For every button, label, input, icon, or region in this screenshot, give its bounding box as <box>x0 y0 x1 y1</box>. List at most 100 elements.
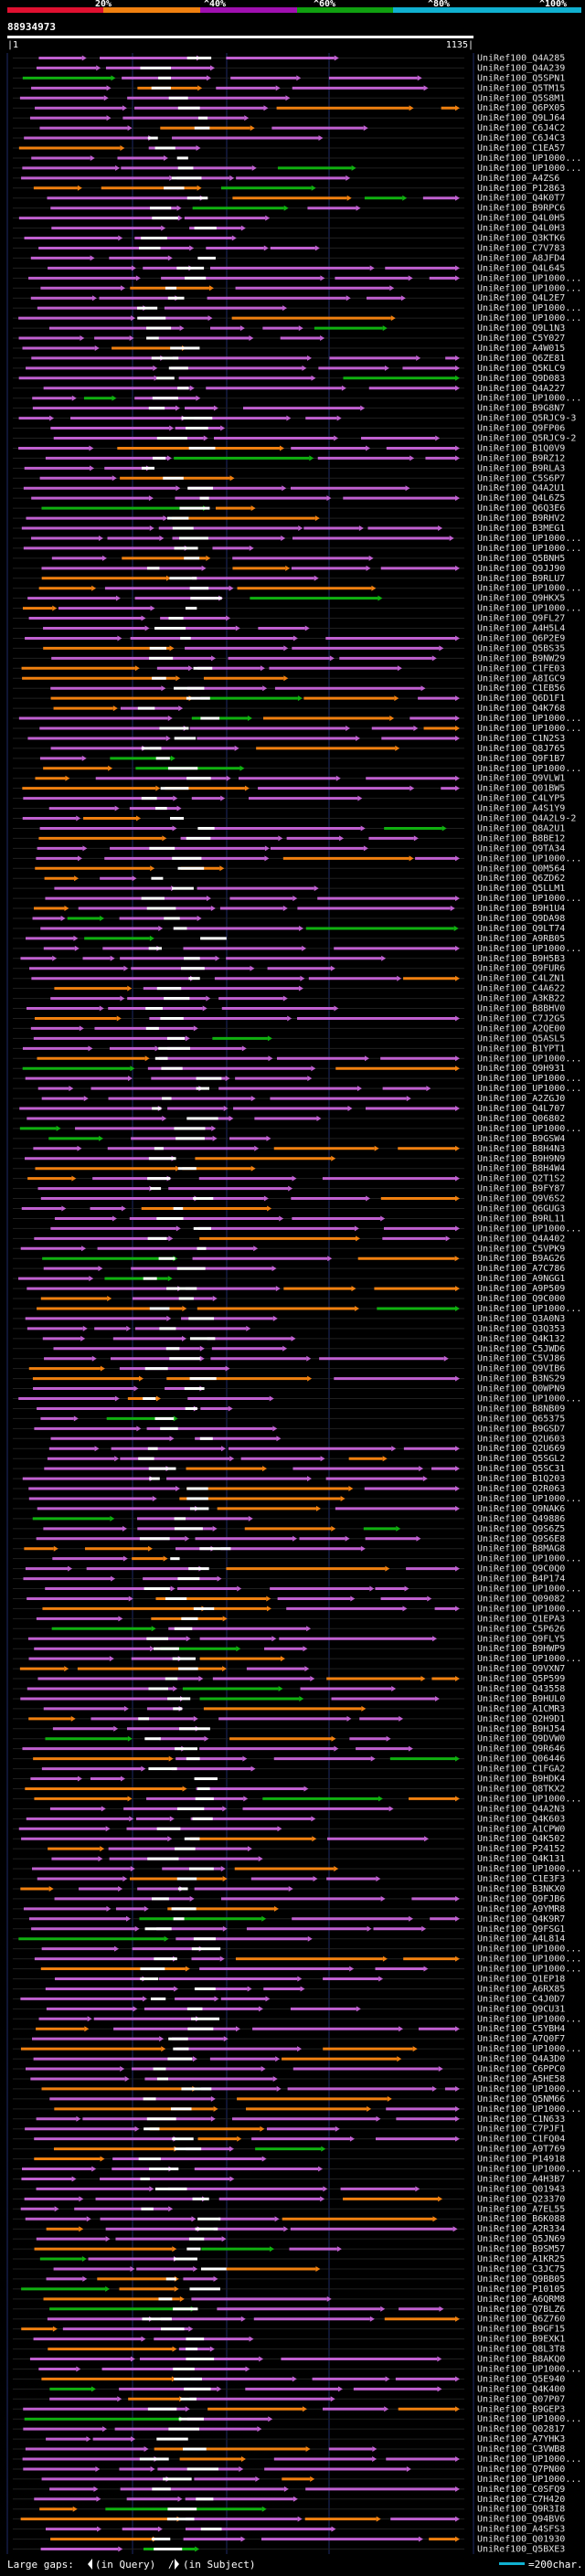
hit-label[interactable]: UniRef100_Q9C000 <box>477 1294 565 1304</box>
hit-row[interactable]: UniRef100_Q6Q3E6 <box>13 504 565 514</box>
hit-row[interactable]: UniRef100_Q4A285 <box>13 53 565 63</box>
hit-row[interactable]: UniRef100_Q9R646 <box>13 1744 565 1754</box>
hit-row[interactable]: UniRef100_UP1000... <box>13 2014 581 2024</box>
hit-row[interactable]: UniRef100_Q6ZD62 <box>13 874 565 884</box>
hit-row[interactable]: UniRef100_A7EL55 <box>13 2204 565 2214</box>
hit-label[interactable]: UniRef100_Q8J765 <box>477 744 565 754</box>
hit-label[interactable]: UniRef100_Q4K132 <box>477 1334 565 1344</box>
hit-label[interactable]: UniRef100_B8BE12 <box>477 833 565 843</box>
hit-row[interactable]: UniRef100_Q4L0H3 <box>13 224 565 234</box>
hit-label[interactable]: UniRef100_A1CPW0 <box>477 1824 565 1834</box>
hit-label[interactable]: UniRef100_Q5BS35 <box>477 643 565 653</box>
hit-label[interactable]: UniRef100_UP1000... <box>477 604 581 614</box>
hit-label[interactable]: UniRef100_Q4A2U1 <box>477 483 565 493</box>
hit-row[interactable]: UniRef100_C5JWD6 <box>13 1344 565 1354</box>
hit-label[interactable]: UniRef100_P14918 <box>477 2155 565 2165</box>
hit-row[interactable]: UniRef100_Q4L0H5 <box>13 214 565 224</box>
hit-label[interactable]: UniRef100_B1YPT1 <box>477 1044 565 1054</box>
hit-row[interactable]: UniRef100_Q94BV6 <box>13 2515 565 2525</box>
hit-label[interactable]: UniRef100_Q9VLW1 <box>477 774 565 784</box>
hit-label[interactable]: UniRef100_B9FY87 <box>477 1184 565 1194</box>
hit-label[interactable]: UniRef100_UP1000... <box>477 944 581 954</box>
hit-label[interactable]: UniRef100_C7J2G5 <box>477 1013 565 1023</box>
hit-label[interactable]: UniRef100_Q5TM15 <box>477 83 565 93</box>
hit-row[interactable]: UniRef100_C7PJF1 <box>13 2125 565 2135</box>
hit-label[interactable]: UniRef100_Q2U603 <box>477 1434 565 1444</box>
hit-row[interactable]: UniRef100_A2R334 <box>13 2224 565 2234</box>
hit-label[interactable]: UniRef100_Q01943 <box>477 2184 565 2194</box>
hit-row[interactable]: UniRef100_B9H5B3 <box>13 954 565 964</box>
hit-row[interactable]: UniRef100_Q9DVW0 <box>13 1734 565 1744</box>
hit-row[interactable]: UniRef100_Q4L707 <box>13 1104 565 1114</box>
hit-label[interactable]: UniRef100_Q9BB05 <box>477 2274 565 2284</box>
hit-label[interactable]: UniRef100_UP1000... <box>477 544 581 554</box>
hit-row[interactable]: UniRef100_Q3Q353 <box>13 1324 565 1334</box>
hit-row[interactable]: UniRef100_UP1000... <box>13 544 581 554</box>
hit-row[interactable]: UniRef100_Q5BXE3 <box>13 2545 565 2555</box>
hit-row[interactable]: UniRef100_Q9BB05 <box>13 2274 565 2284</box>
hit-label[interactable]: UniRef100_UP1000... <box>477 714 581 724</box>
hit-row[interactable]: UniRef100_Q8J765 <box>13 744 565 754</box>
hit-row[interactable]: UniRef100_Q65375 <box>13 1414 565 1424</box>
hit-label[interactable]: UniRef100_Q8L3T8 <box>477 2345 565 2355</box>
hit-row[interactable]: UniRef100_B8H4N3 <box>13 1144 565 1154</box>
hit-label[interactable]: UniRef100_Q6PX05 <box>477 103 565 113</box>
hit-row[interactable]: UniRef100_Q5SPN1 <box>13 73 565 83</box>
hit-label[interactable]: UniRef100_Q5BXE3 <box>477 2545 565 2555</box>
hit-label[interactable]: UniRef100_UP1000... <box>477 584 581 594</box>
hit-label[interactable]: UniRef100_Q9S6E8 <box>477 1534 565 1544</box>
hit-label[interactable]: UniRef100_A4H5L4 <box>477 624 565 634</box>
hit-row[interactable]: UniRef100_Q9H931 <box>13 1064 565 1074</box>
hit-row[interactable]: UniRef100_Q1EP18 <box>13 1974 565 1984</box>
hit-row[interactable]: UniRef100_Q9C000 <box>13 1294 565 1304</box>
hit-label[interactable]: UniRef100_UP1000... <box>477 2104 581 2115</box>
hit-label[interactable]: UniRef100_C6J4C2 <box>477 123 565 133</box>
hit-label[interactable]: UniRef100_B8H4W4 <box>477 1164 565 1174</box>
hit-label[interactable]: UniRef100_Q4A402 <box>477 1234 565 1244</box>
hit-row[interactable]: UniRef100_Q49886 <box>13 1514 565 1524</box>
hit-label[interactable]: UniRef100_A7EL55 <box>477 2204 565 2214</box>
hit-row[interactable]: UniRef100_Q9FL27 <box>13 614 565 624</box>
hit-label[interactable]: UniRef100_UP1000... <box>477 283 581 293</box>
hit-label[interactable]: UniRef100_B8NB09 <box>477 1404 565 1414</box>
hit-label[interactable]: UniRef100_Q4K502 <box>477 1834 565 1844</box>
hit-label[interactable]: UniRef100_UP1000... <box>477 724 581 734</box>
hit-row[interactable]: UniRef100_Q06446 <box>13 1754 565 1765</box>
hit-row[interactable]: UniRef100_A9RB05 <box>13 934 565 944</box>
hit-row[interactable]: UniRef100_UP1000... <box>13 2454 581 2465</box>
hit-label[interactable]: UniRef100_UP1000... <box>477 1304 581 1314</box>
hit-label[interactable]: UniRef100_Q9FJB6 <box>477 1894 565 1904</box>
hit-row[interactable]: UniRef100_UP1000... <box>13 2364 581 2374</box>
hit-row[interactable]: UniRef100_UP1000... <box>13 1794 581 1804</box>
hit-row[interactable]: UniRef100_B6K088 <box>13 2214 565 2224</box>
hit-label[interactable]: UniRef100_Q0M564 <box>477 864 565 874</box>
hit-label[interactable]: UniRef100_B9RPC6 <box>477 204 565 214</box>
hit-label[interactable]: UniRef100_Q5E940 <box>477 2374 565 2384</box>
hit-row[interactable]: UniRef100_Q2H9D1 <box>13 1714 565 1724</box>
hit-label[interactable]: UniRef100_Q4A3D0 <box>477 2054 565 2064</box>
hit-row[interactable]: UniRef100_UP1000... <box>13 1965 581 1975</box>
hit-row[interactable]: UniRef100_Q9C0Q0 <box>13 1564 565 1574</box>
hit-label[interactable]: UniRef100_Q09082 <box>477 1594 565 1604</box>
hit-row[interactable]: UniRef100_B8AKQ0 <box>13 2355 565 2365</box>
hit-row[interactable]: UniRef100_Q2U669 <box>13 1444 565 1454</box>
hit-row[interactable]: UniRef100_Q5P599 <box>13 1674 565 1684</box>
hit-label[interactable]: UniRef100_C1FGA2 <box>477 1765 565 1775</box>
hit-row[interactable]: UniRef100_Q5NM66 <box>13 2094 565 2104</box>
hit-label[interactable]: UniRef100_Q9R3I8 <box>477 2505 565 2515</box>
hit-row[interactable]: UniRef100_Q9R3I8 <box>13 2505 565 2515</box>
hit-label[interactable]: UniRef100_C1EA57 <box>477 143 565 154</box>
hit-row[interactable]: UniRef100_B8H4W4 <box>13 1164 565 1174</box>
hit-row[interactable]: UniRef100_Q9V6S2 <box>13 1194 565 1204</box>
hit-row[interactable]: UniRef100_B9RZ12 <box>13 453 565 463</box>
hit-row[interactable]: UniRef100_UP1000... <box>13 1554 581 1564</box>
hit-label[interactable]: UniRef100_UP1000... <box>477 2165 581 2175</box>
hit-label[interactable]: UniRef100_UP1000... <box>477 2014 581 2024</box>
hit-label[interactable]: UniRef100_A8JFD4 <box>477 253 565 263</box>
hit-label[interactable]: UniRef100_UP1000... <box>477 2084 581 2094</box>
hit-row[interactable]: UniRef100_A5HE58 <box>13 2074 565 2084</box>
hit-row[interactable]: UniRef100_Q2U603 <box>13 1434 565 1444</box>
hit-row[interactable]: UniRef100_UP1000... <box>13 1585 581 1595</box>
hit-row[interactable]: UniRef100_Q0WPN9 <box>13 1384 565 1394</box>
hit-label[interactable]: UniRef100_Q6ZE81 <box>477 354 565 364</box>
